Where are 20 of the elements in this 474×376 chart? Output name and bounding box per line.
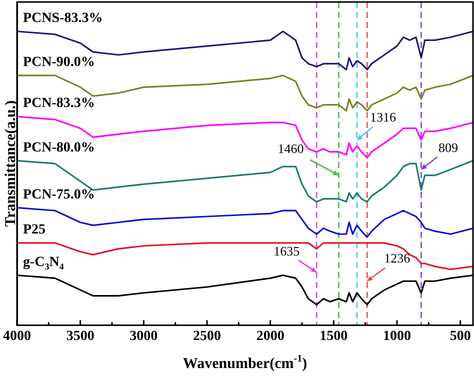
series-label: PCN-80.0% (23, 140, 95, 156)
annotation: 809 (438, 140, 458, 155)
annotation: 1635 (274, 244, 300, 259)
x-tick-label: 500 (450, 329, 471, 344)
x-tick-label: 4000 (3, 329, 31, 344)
x-tick-label: 3000 (130, 329, 158, 344)
series-label: PCNS-83.3% (23, 10, 103, 26)
annotation: 1460 (278, 140, 304, 156)
x-tick-label: 2000 (256, 329, 284, 344)
series-label: PCN-83.3% (23, 96, 95, 112)
x-tick-label: 3500 (66, 329, 94, 344)
series-label: PCN-90.0% (23, 55, 95, 70)
series-label: P25 (23, 222, 46, 238)
x-tick-label: 2500 (193, 329, 221, 344)
annotation: 1236 (384, 250, 411, 266)
x-tick-label: 1000 (383, 329, 411, 344)
y-axis-title: Transmittance(a.u.) (2, 100, 19, 227)
annotation: 1316 (370, 110, 396, 125)
series-label: PCN-75.0% (23, 187, 95, 202)
x-tick-label: 1500 (320, 329, 348, 344)
